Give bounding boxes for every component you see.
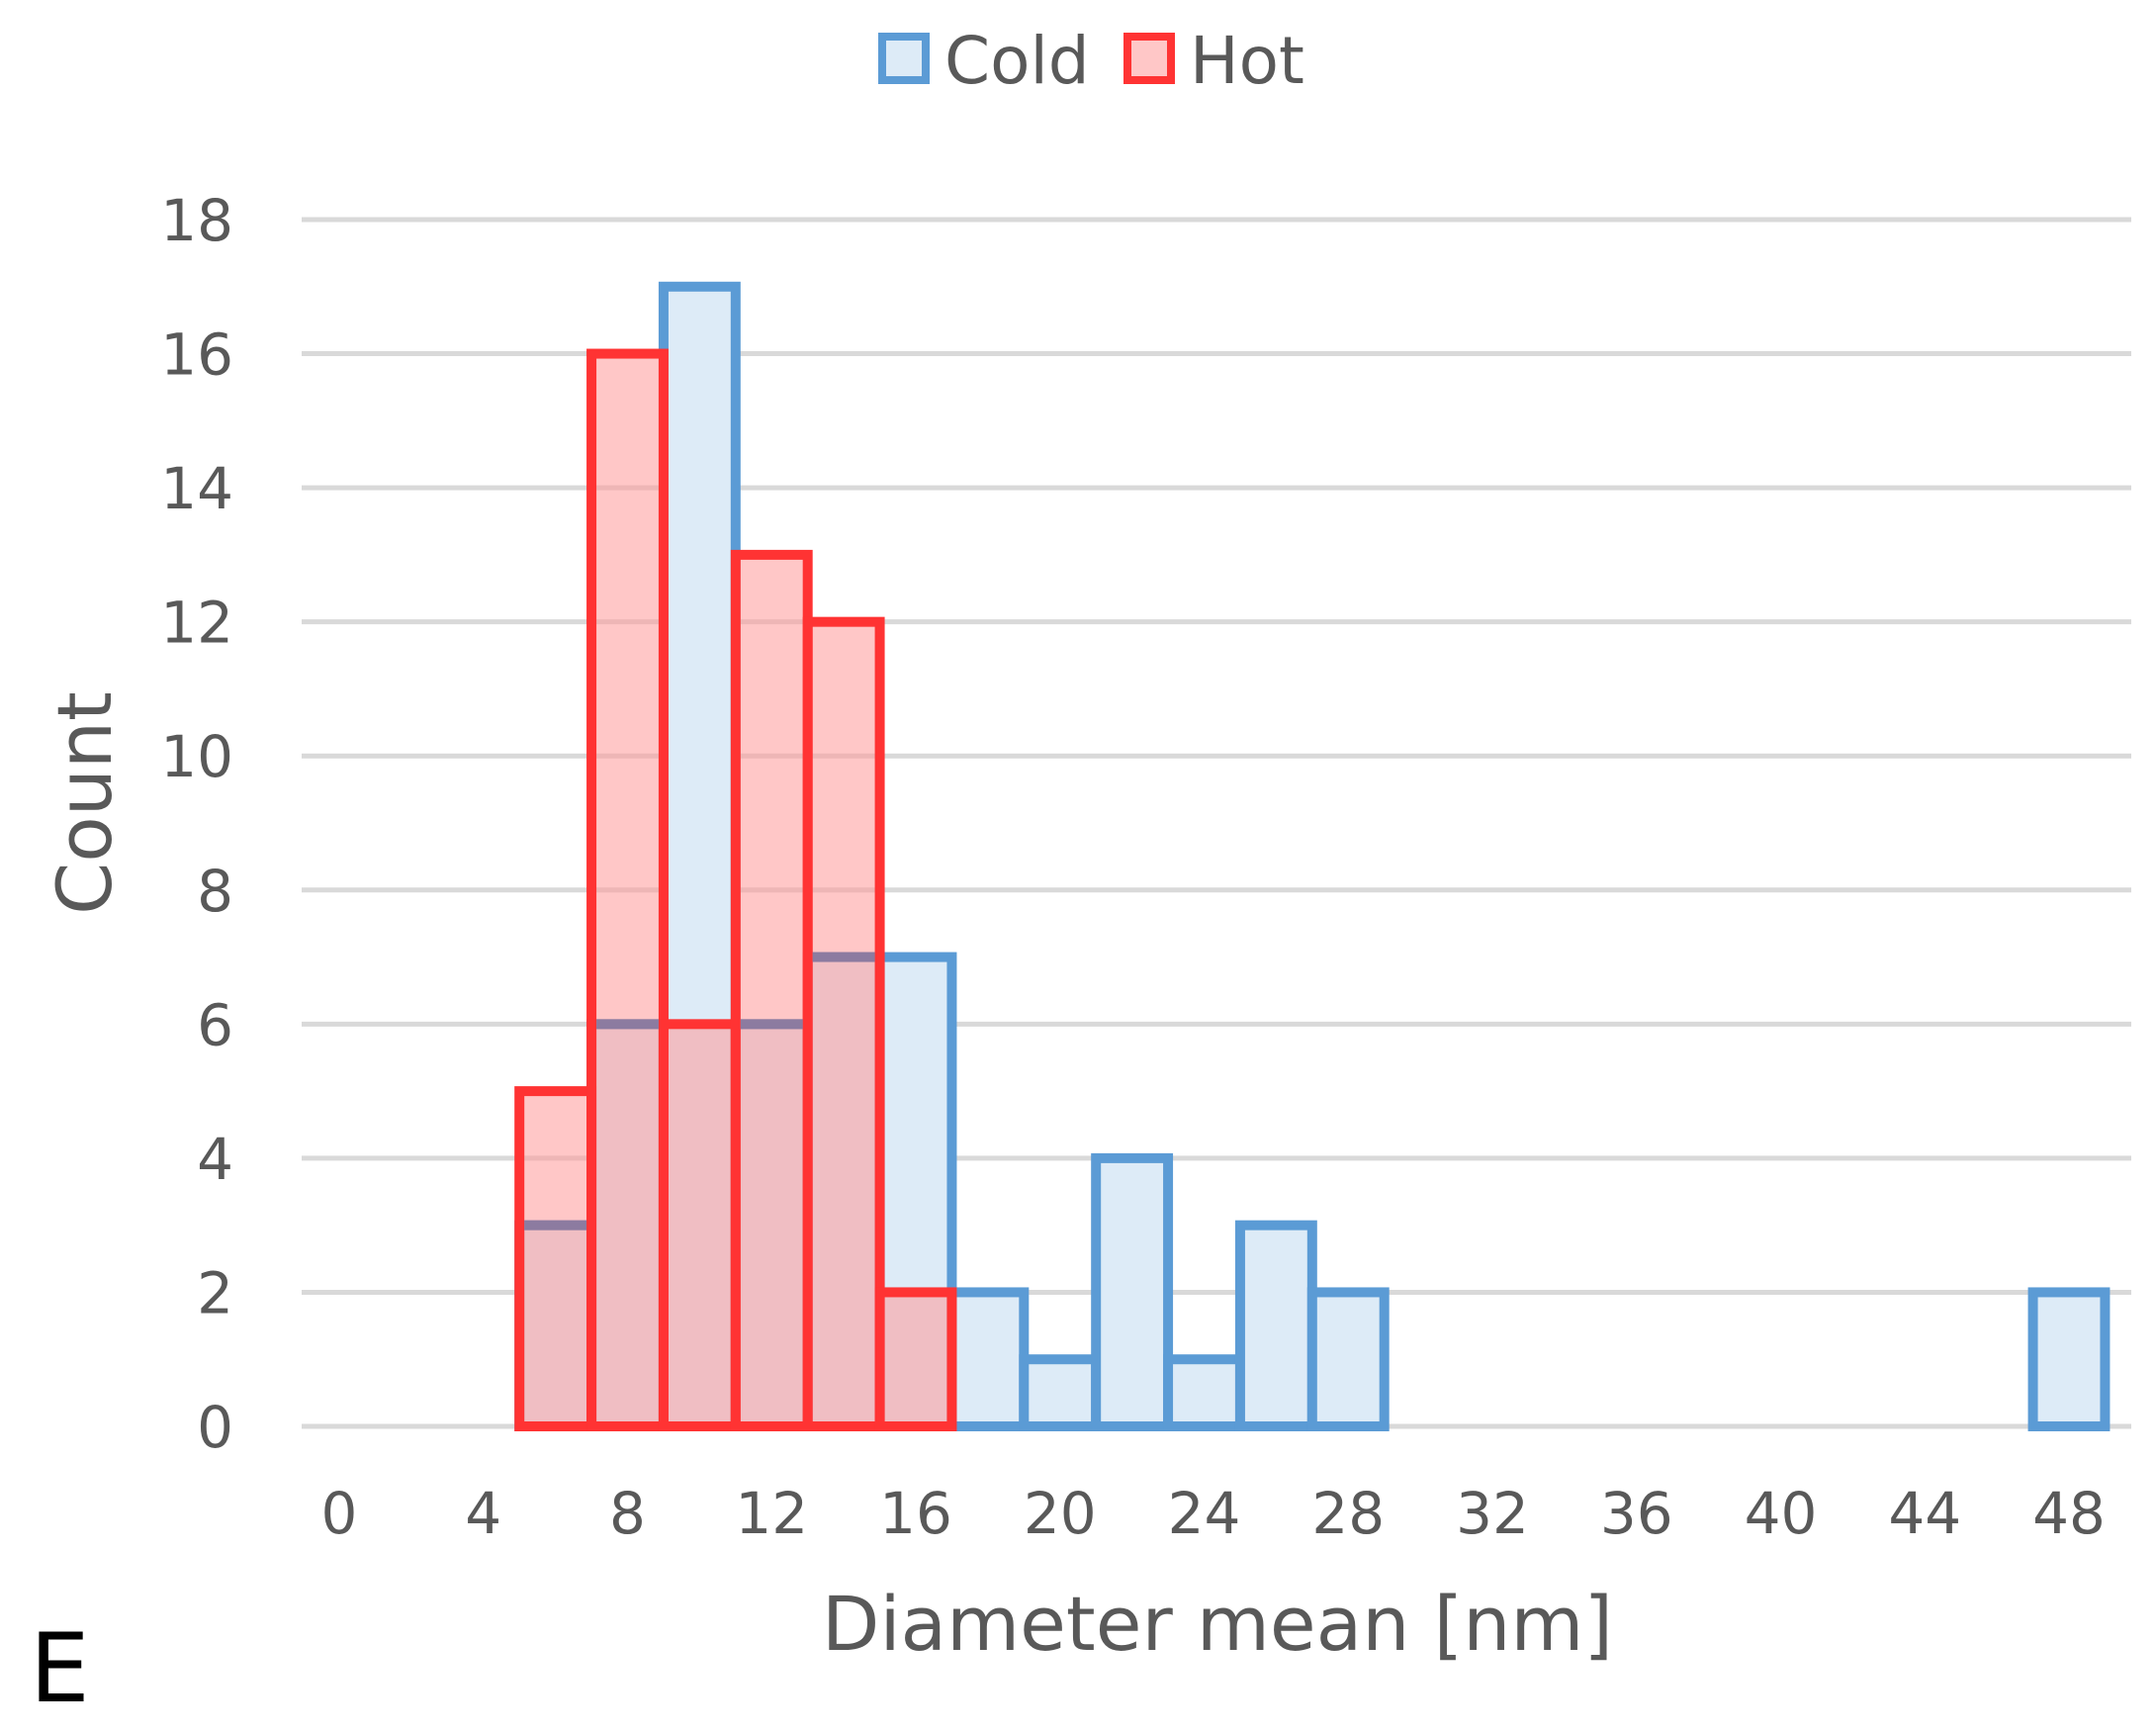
- legend-swatch-hot: [1123, 33, 1175, 84]
- legend-label-cold: Cold: [944, 23, 1090, 99]
- y-tick-label: 14: [160, 455, 233, 522]
- x-tick-label: 28: [1311, 1480, 1385, 1547]
- x-tick-label: 16: [879, 1480, 952, 1547]
- x-tick-label: 0: [321, 1480, 358, 1547]
- y-tick-label: 4: [197, 1126, 233, 1193]
- x-axis-title: Diameter mean [nm]: [822, 1580, 1613, 1668]
- x-axis-tick-labels: 0 4 8 12 16 20 24 28 32 36 40 44 48: [321, 1480, 2106, 1547]
- x-tick-label: 20: [1024, 1480, 1097, 1547]
- hot-bar: [658, 1019, 741, 1432]
- overlap-lines: [524, 952, 875, 1231]
- y-tick-label: 12: [160, 590, 233, 657]
- cold-bar: [1019, 1354, 1102, 1431]
- y-tick-label: 0: [197, 1394, 233, 1461]
- hot-bar: [730, 549, 813, 1431]
- x-tick-label: 8: [609, 1480, 646, 1547]
- y-tick-label: 2: [197, 1259, 233, 1326]
- y-tick-label: 6: [197, 991, 233, 1058]
- hot-bar: [514, 1086, 597, 1431]
- cold-bar: [1234, 1220, 1317, 1431]
- x-tick-label: 40: [1745, 1480, 1818, 1547]
- y-tick-label: 18: [160, 187, 233, 254]
- cold-bar: [1091, 1152, 1174, 1432]
- x-tick-label: 24: [1168, 1480, 1241, 1547]
- y-tick-label: 16: [160, 321, 233, 389]
- x-tick-label: 12: [735, 1480, 808, 1547]
- x-tick-label: 48: [2032, 1480, 2106, 1547]
- y-axis-tick-labels: 0 2 4 6 8 10 12 14 16 18: [160, 187, 233, 1461]
- y-tick-label: 10: [160, 723, 233, 790]
- legend: Cold Hot: [878, 23, 1304, 99]
- cold-bar: [946, 1287, 1030, 1432]
- x-tick-label: 32: [1456, 1480, 1529, 1547]
- hot-bar: [802, 616, 885, 1431]
- x-tick-label: 44: [1888, 1480, 1961, 1547]
- hot-bar: [586, 348, 669, 1431]
- y-axis-title: Count: [41, 691, 129, 915]
- legend-label-hot: Hot: [1190, 23, 1304, 99]
- panel-label: E: [30, 1613, 90, 1724]
- hot-bar: [874, 1287, 957, 1432]
- x-tick-label: 4: [465, 1480, 501, 1547]
- hot-series-bars: [514, 348, 957, 1432]
- cold-bar: [1163, 1354, 1245, 1431]
- legend-swatch-cold: [878, 33, 930, 84]
- y-tick-label: 8: [197, 858, 233, 925]
- cold-bar: [1306, 1287, 1390, 1432]
- x-tick-label: 36: [1600, 1480, 1673, 1547]
- cold-bar: [2027, 1287, 2111, 1432]
